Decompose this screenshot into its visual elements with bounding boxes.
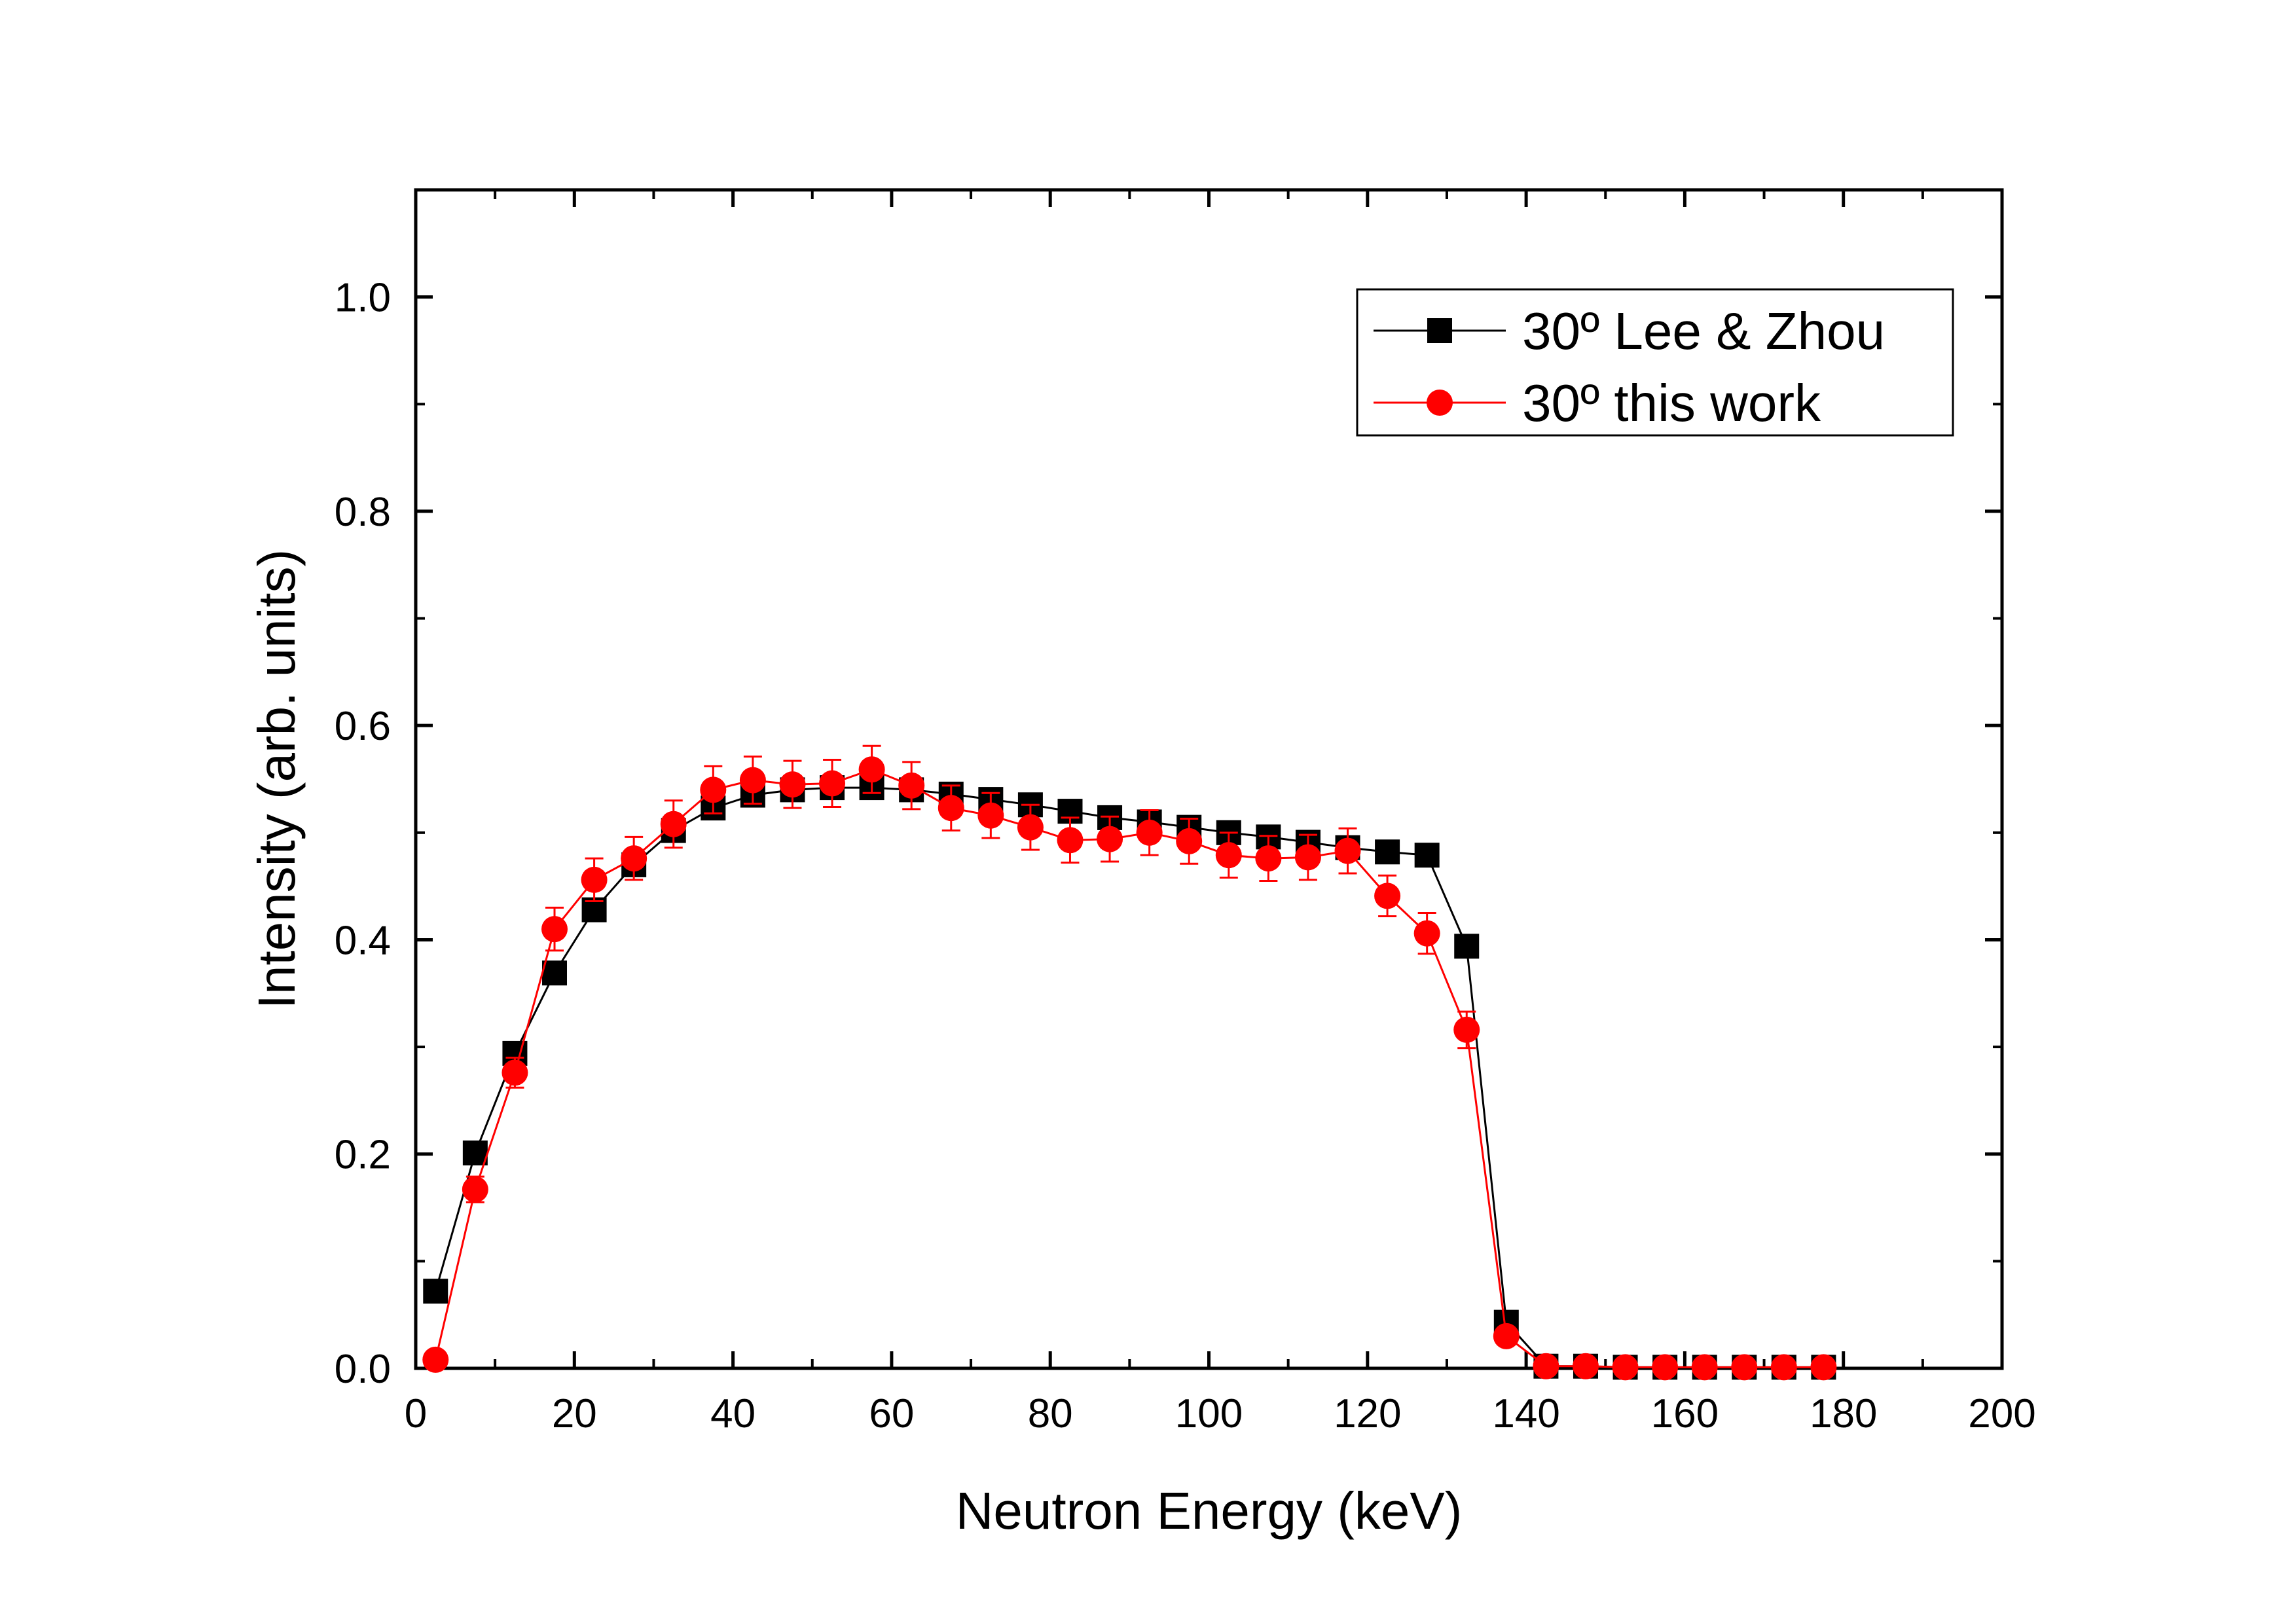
x-tick-label: 160 xyxy=(1651,1391,1719,1436)
data-point xyxy=(779,771,806,798)
series-layer xyxy=(422,744,1837,1381)
x-axis: 0 20 40 60 80 100 120 140 160 180 200 xyxy=(405,190,2036,1436)
x-tick-label: 200 xyxy=(1968,1391,2035,1436)
data-point xyxy=(1413,920,1440,947)
data-point xyxy=(739,767,766,793)
data-point xyxy=(1652,1354,1679,1381)
x-tick-label: 0 xyxy=(405,1391,427,1436)
data-point xyxy=(1255,845,1282,872)
data-point xyxy=(1810,1354,1837,1381)
y-tick-label: 0.0 xyxy=(335,1347,391,1392)
data-point xyxy=(501,1059,528,1086)
data-point xyxy=(542,960,568,986)
legend-label-lee-zhou: 30º Lee & Zhou xyxy=(1522,302,1885,360)
y-tick-label: 1.0 xyxy=(335,276,391,321)
x-tick-label: 20 xyxy=(552,1391,597,1436)
data-point xyxy=(1414,843,1440,868)
y-tick-label: 0.4 xyxy=(335,918,391,963)
data-point xyxy=(1691,1354,1718,1381)
legend-label-this-work: 30º this work xyxy=(1522,374,1821,432)
x-tick-label: 80 xyxy=(1028,1391,1073,1436)
data-point xyxy=(819,770,846,797)
data-point xyxy=(541,916,568,943)
data-point xyxy=(1097,826,1123,852)
data-point xyxy=(621,845,647,872)
y-tick-label: 0.8 xyxy=(335,490,391,535)
data-point xyxy=(462,1176,488,1203)
data-point xyxy=(1374,883,1401,909)
data-point xyxy=(1770,1354,1797,1381)
x-tick-label: 40 xyxy=(710,1391,756,1436)
data-point xyxy=(1176,828,1203,854)
legend-marker-circle xyxy=(1427,390,1453,416)
y-tick-label: 0.2 xyxy=(335,1133,391,1178)
x-tick-label: 120 xyxy=(1334,1391,1401,1436)
x-tick-label: 100 xyxy=(1175,1391,1243,1436)
data-point xyxy=(1057,827,1084,854)
y-axis: 0.0 0.2 0.4 0.6 0.8 1.0 xyxy=(335,189,2002,1392)
data-point xyxy=(1375,839,1400,865)
x-tick-label: 140 xyxy=(1492,1391,1559,1436)
data-point xyxy=(1731,1354,1758,1381)
data-point xyxy=(1136,819,1163,846)
data-point xyxy=(1294,844,1321,871)
data-point xyxy=(422,1346,449,1373)
data-point xyxy=(938,795,964,822)
data-point xyxy=(423,1279,448,1304)
data-point xyxy=(700,776,727,803)
data-point xyxy=(858,756,885,783)
series-this-work xyxy=(422,744,1837,1381)
data-point xyxy=(1572,1353,1599,1379)
data-point xyxy=(1017,814,1044,841)
data-point xyxy=(1334,837,1361,864)
legend-marker-square xyxy=(1427,318,1452,343)
data-point xyxy=(898,772,925,799)
data-point xyxy=(1612,1354,1639,1381)
data-point xyxy=(1454,934,1480,959)
data-point xyxy=(1493,1322,1520,1349)
legend-box xyxy=(1356,288,1954,437)
x-tick-label: 60 xyxy=(869,1391,914,1436)
data-point xyxy=(977,802,1004,829)
x-tick-label: 180 xyxy=(1810,1391,1877,1436)
data-point xyxy=(1533,1353,1559,1379)
data-point xyxy=(462,1140,488,1166)
data-point xyxy=(1215,842,1242,869)
data-point xyxy=(581,866,608,893)
y-axis-title: Intensity (arb. units) xyxy=(247,549,306,1010)
data-point xyxy=(660,811,687,837)
y-tick-label: 0.6 xyxy=(335,704,391,749)
x-axis-title: Neutron Energy (keV) xyxy=(956,1482,1463,1540)
legend: 30º Lee & Zhou 30º this work xyxy=(1356,288,1954,437)
data-point xyxy=(1453,1016,1480,1043)
